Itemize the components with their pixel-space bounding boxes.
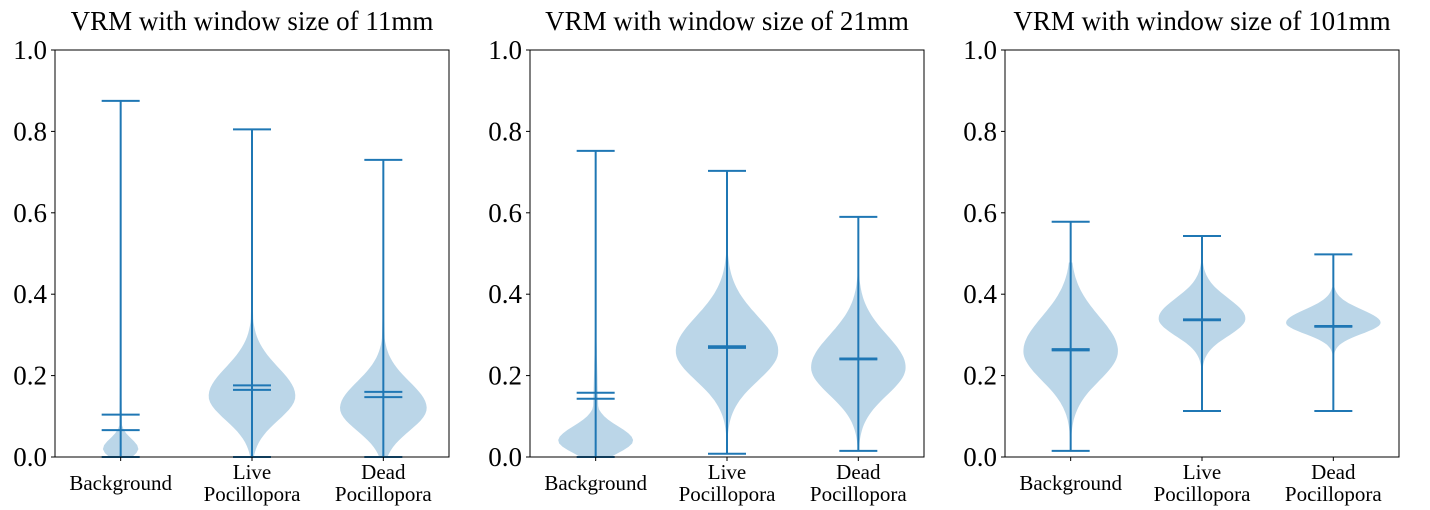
y-tick-label: 0.2 <box>963 361 997 391</box>
x-tick-label: Background <box>69 471 172 495</box>
y-tick-label: 0.0 <box>488 442 522 472</box>
y-tick-label: 0.4 <box>488 279 522 309</box>
chart-title: VRM with window size of 101mm <box>1013 6 1390 36</box>
y-tick-label: 0.8 <box>13 116 47 146</box>
x-tick-label: Live <box>708 460 746 484</box>
chart-title: VRM with window size of 11mm <box>71 6 434 36</box>
x-tick-label: Pocillopora <box>810 482 907 506</box>
x-tick-label: Pocillopora <box>335 482 432 506</box>
y-tick-label: 0.0 <box>963 442 997 472</box>
violin-panel-3: VRM with window size of 101mm 0.0 0.2 0.4 0.… <box>963 6 1400 506</box>
y-tick-label: 0.8 <box>488 116 522 146</box>
y-tick-label: 0.6 <box>488 198 522 228</box>
y-tick-label: 0.8 <box>963 116 997 146</box>
y-tick-label: 0.2 <box>13 361 47 391</box>
plot-frame <box>529 49 925 458</box>
y-tick-label: 0.2 <box>488 361 522 391</box>
y-tick-label: 1.0 <box>488 35 522 65</box>
y-tick-label: 0.6 <box>13 198 47 228</box>
y-tick-label: 1.0 <box>963 35 997 65</box>
x-tick-label: Live <box>233 460 271 484</box>
x-tick-label: Dead <box>361 460 406 484</box>
y-tick-label: 0.6 <box>963 198 997 228</box>
plot-frame <box>54 49 450 458</box>
x-tick-label: Pocillopora <box>679 482 776 506</box>
x-tick-label: Pocillopora <box>1154 482 1251 506</box>
y-tick-label: 0.0 <box>13 442 47 472</box>
y-tick-label: 1.0 <box>13 35 47 65</box>
x-tick-label: Pocillopora <box>204 482 301 506</box>
x-tick-label: Dead <box>1311 460 1356 484</box>
x-tick-label: Dead <box>836 460 881 484</box>
plot-frame <box>1004 49 1400 458</box>
violin-panel-2: VRM with window size of 21mm 0.0 0.2 0.4 0.6… <box>488 6 925 506</box>
x-tick-label: Live <box>1183 460 1221 484</box>
x-tick-label: Background <box>544 471 647 495</box>
y-tick-label: 0.4 <box>13 279 47 309</box>
x-tick-label: Background <box>1019 471 1122 495</box>
chart-title: VRM with window size of 21mm <box>545 6 909 36</box>
y-tick-label: 0.4 <box>963 279 997 309</box>
violin-panel-1: VRM with window size of 11mm 0.0 0.2 0.4 0.6… <box>13 6 450 506</box>
x-tick-label: Pocillopora <box>1285 482 1382 506</box>
